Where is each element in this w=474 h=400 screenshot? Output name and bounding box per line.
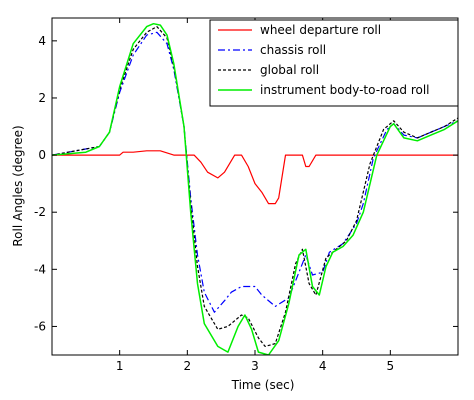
series-layer bbox=[52, 22, 458, 355]
series-line-4 bbox=[52, 22, 458, 355]
x-tick-label: 2 bbox=[184, 359, 192, 373]
y-tick-label: 4 bbox=[38, 34, 46, 48]
y-tick-label: -6 bbox=[34, 319, 46, 333]
x-tick-label: 5 bbox=[387, 359, 395, 373]
ticks-layer: 1 2 3 4 5 -6 -4 -2 0 2 4 bbox=[34, 18, 458, 373]
legend-box bbox=[209, 19, 459, 107]
y-tick-label: -4 bbox=[34, 262, 46, 276]
series-line-3 bbox=[52, 26, 458, 347]
legend-label-1: wheel departure roll bbox=[260, 23, 381, 37]
x-axis-label: Time (sec) bbox=[231, 378, 295, 392]
y-tick-label: -2 bbox=[34, 205, 46, 219]
y-axis-label: Roll Angles (degree) bbox=[11, 125, 25, 246]
legend: wheel departure roll chassis roll global r… bbox=[209, 19, 459, 107]
legend-label-3: global roll bbox=[260, 63, 319, 77]
legend-label-4: instrument body-to-road roll bbox=[260, 83, 430, 97]
x-tick-label: 1 bbox=[116, 359, 124, 373]
x-tick-label: 4 bbox=[319, 359, 327, 373]
series-line-1 bbox=[52, 150, 458, 205]
y-tick-label: 2 bbox=[38, 91, 46, 105]
y-tick-label: 0 bbox=[38, 148, 46, 162]
x-tick-label: 3 bbox=[251, 359, 259, 373]
legend-label-2: chassis roll bbox=[260, 43, 326, 57]
series-line-2 bbox=[52, 31, 458, 313]
